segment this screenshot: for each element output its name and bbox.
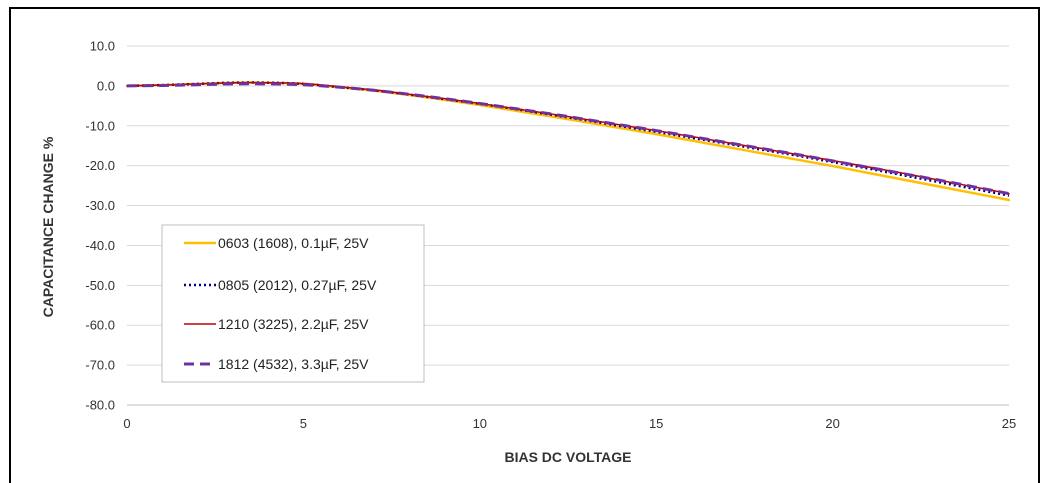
legend-label-2: 0805 (2012), 0.27µF, 25V [218,277,377,293]
y-tick-label: -40.0 [85,238,115,253]
x-tick-label: 25 [1002,416,1016,431]
x-axis-title: BIAS DC VOLTAGE [504,449,631,465]
y-axis-title: CAPACITANCE CHANGE % [40,136,56,317]
series-line-1 [125,81,1011,202]
y-tick-labels: 10.0 0.0 -10.0 -20.0 -30.0 -40.0 -50.0 -60.0 -70… [85,39,115,413]
series-line-3 [126,81,1010,195]
x-tick-label: 10 [473,416,487,431]
frame-left-border [9,7,11,483]
legend-box [161,224,425,383]
y-tick-label: -30.0 [85,198,115,213]
frame-right-border [1038,7,1040,483]
y-tick-label: -20.0 [85,158,115,173]
y-tick-label: -70.0 [85,358,115,373]
y-tick-label: -10.0 [85,118,115,133]
x-tick-label: 20 [825,416,839,431]
x-tick-label: 0 [123,416,130,431]
y-tick-label: -50.0 [85,278,115,293]
legend: 0603 (1608), 0.1µF, 25V 0805 (2012), 0.27… [161,224,425,383]
series-line-2 [126,81,1010,197]
frame-top-border [9,7,1040,9]
y-tick-label: 10.0 [90,39,115,54]
x-tick-label: 5 [300,416,307,431]
y-tick-label: -60.0 [85,318,115,333]
y-tick-label: 0.0 [97,78,115,93]
series-lines [125,81,1011,202]
y-tick-label: -80.0 [85,398,115,413]
x-tick-label: 15 [649,416,663,431]
legend-label-1: 0603 (1608), 0.1µF, 25V [218,235,369,251]
legend-label-3: 1210 (3225), 2.2µF, 25V [218,316,369,332]
legend-label-4: 1812 (4532), 3.3µF, 25V [218,356,369,372]
x-tick-labels: 0 5 10 15 20 25 [123,416,1016,431]
series-line-4 [126,82,1010,196]
